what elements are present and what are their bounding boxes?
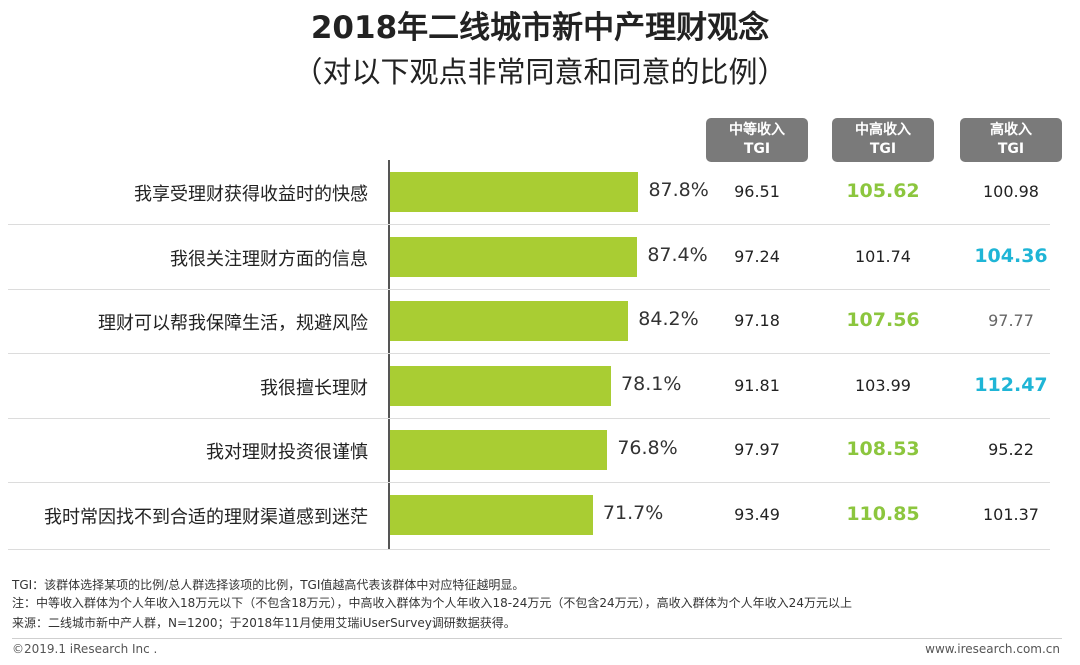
footer-divider	[12, 638, 1062, 639]
tgi-header-line: TGI	[743, 141, 771, 157]
bar-value-label: 87.8%	[648, 179, 709, 201]
tgi-value: 93.49	[734, 504, 780, 524]
tgi-value: 112.47	[974, 373, 1048, 396]
tgi-value: 107.56	[846, 309, 920, 331]
tgi-header-2: 高收入 TGI	[960, 118, 1062, 162]
tgi-header-line: 中高收入	[855, 122, 911, 138]
bar	[390, 494, 593, 535]
category-label: 我很擅长理财	[260, 377, 368, 399]
row-separator	[8, 353, 1050, 354]
tgi-header-line: 中等收入	[729, 122, 785, 138]
chart-subtitle: （对以下观点非常同意和同意的比例）	[293, 55, 787, 89]
tgi-value: 105.62	[846, 180, 920, 202]
tgi-value: 104.36	[974, 244, 1048, 267]
row-separator	[8, 417, 1050, 419]
category-label: 理财可以帮我保障生活，规避风险	[98, 313, 368, 334]
tgi-value: 96.51	[734, 182, 780, 201]
bar-value-label: 87.4%	[647, 243, 708, 266]
footer-copyright: ©2019.1 iResearch Inc .	[12, 642, 158, 656]
category-label: 我时常因找不到合适的理财渠道感到迷茫	[44, 506, 368, 528]
tgi-value: 103.99	[855, 375, 911, 395]
tgi-value: 108.53	[846, 438, 920, 460]
row-separator	[8, 288, 1050, 290]
tgi-value: 100.98	[983, 182, 1039, 201]
source-note: 来源：二线城市新中产人群，N=1200；于2018年11月使用艾瑞iUserSu…	[12, 616, 516, 630]
chart-title: 2018年二线城市新中产理财观念	[310, 10, 770, 46]
bar	[390, 236, 638, 277]
tgi-header-line: TGI	[869, 141, 897, 157]
bar-value-label: 71.7%	[602, 501, 664, 524]
tgi-header-line: TGI	[997, 141, 1025, 157]
chart-bottom-rule	[8, 549, 1050, 550]
bar	[390, 430, 608, 470]
tgi-value: 97.97	[734, 440, 780, 459]
tgi-definition-note: TGI：该群体选择某项的比例/总人群选择该项的比例，TGI值越高代表该群体中对应…	[12, 578, 525, 592]
tgi-header-0: 中等收入 TGI	[706, 118, 808, 162]
bar	[390, 301, 629, 341]
tgi-header-line: 高收入	[990, 122, 1032, 138]
row-separator	[8, 224, 1050, 225]
tgi-header-1: 中高收入 TGI	[832, 118, 934, 162]
tgi-value: 110.85	[846, 502, 920, 525]
category-label: 我享受理财获得收益时的快感	[134, 184, 368, 205]
tgi-value: 101.74	[855, 246, 911, 266]
tgi-value: 97.77	[988, 311, 1034, 330]
bar	[390, 365, 612, 406]
bar	[390, 172, 639, 212]
tgi-value: 101.37	[983, 504, 1039, 524]
tgi-value: 97.24	[734, 246, 780, 266]
row-separator	[8, 482, 1050, 483]
tgi-value: 97.18	[734, 311, 780, 330]
tgi-value: 95.22	[988, 440, 1034, 459]
category-axis	[388, 160, 390, 550]
income-group-note: 注：中等收入群体为个人年收入18万元以下（不包含18万元），中高收入群体为个人年…	[12, 596, 852, 610]
tgi-value: 91.81	[734, 375, 780, 395]
category-label: 我很关注理财方面的信息	[170, 248, 368, 270]
footer-website[interactable]: www.iresearch.com.cn	[925, 642, 1060, 656]
bar-value-label: 84.2%	[638, 308, 699, 330]
category-label: 我对理财投资很谨慎	[206, 442, 368, 463]
bar-value-label: 78.1%	[621, 372, 682, 395]
bar-value-label: 76.8%	[617, 437, 678, 459]
